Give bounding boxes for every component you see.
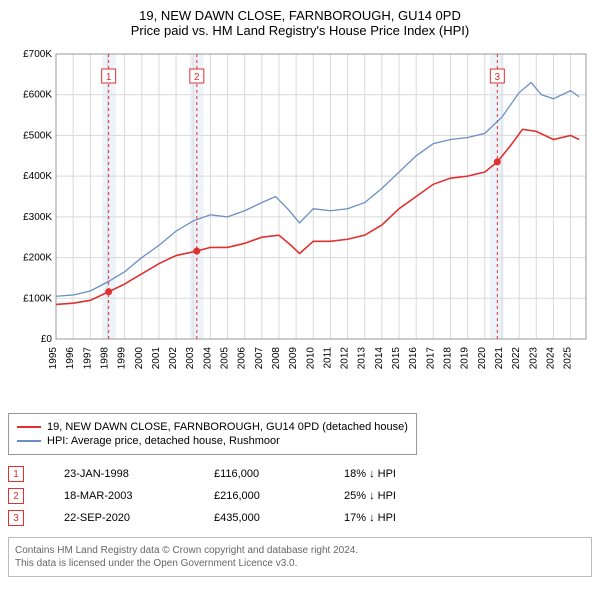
svg-text:1997: 1997 <box>82 347 93 370</box>
marker-price: £116,000 <box>214 468 304 480</box>
marker-row: 2 18-MAR-2003 £216,000 25% ↓ HPI <box>8 485 592 507</box>
svg-text:2025: 2025 <box>563 347 574 370</box>
svg-text:2000: 2000 <box>134 347 145 370</box>
markers-table: 1 23-JAN-1998 £116,000 18% ↓ HPI 2 18-MAR-200… <box>8 463 592 529</box>
marker-price: £216,000 <box>214 490 304 502</box>
legend-box: 19, NEW DAWN CLOSE, FARNBOROUGH, GU14 0P… <box>8 413 417 455</box>
svg-text:2018: 2018 <box>442 347 453 370</box>
svg-text:£700K: £700K <box>23 49 52 60</box>
svg-text:£400K: £400K <box>23 171 52 182</box>
legend-swatch <box>17 440 41 442</box>
svg-text:2004: 2004 <box>202 347 213 370</box>
svg-text:2019: 2019 <box>460 347 471 370</box>
attribution-line-1: Contains HM Land Registry data © Crown c… <box>15 544 585 557</box>
svg-text:1995: 1995 <box>48 347 59 370</box>
legend-row: HPI: Average price, detached house, Rush… <box>17 434 408 448</box>
svg-text:2001: 2001 <box>151 347 162 370</box>
legend-swatch <box>17 426 41 428</box>
marker-badge: 2 <box>8 488 24 504</box>
svg-text:2017: 2017 <box>425 347 436 370</box>
svg-text:£0: £0 <box>41 334 53 345</box>
marker-delta: 18% ↓ HPI <box>344 468 396 480</box>
chart-container: £0 £100K £200K £300K £400K £500K £600K £700K 199… <box>8 44 592 409</box>
marker-row: 1 23-JAN-1998 £116,000 18% ↓ HPI <box>8 463 592 485</box>
svg-text:£300K: £300K <box>23 212 52 223</box>
legend-label: 19, NEW DAWN CLOSE, FARNBOROUGH, GU14 0P… <box>47 421 408 433</box>
svg-text:2006: 2006 <box>237 347 248 370</box>
svg-text:2024: 2024 <box>545 347 556 370</box>
svg-text:2012: 2012 <box>340 347 351 370</box>
svg-text:£500K: £500K <box>23 130 52 141</box>
attribution-box: Contains HM Land Registry data © Crown c… <box>8 537 592 577</box>
svg-text:2020: 2020 <box>477 347 488 370</box>
svg-text:£100K: £100K <box>23 293 52 304</box>
svg-text:1999: 1999 <box>117 347 128 370</box>
marker-badge: 1 <box>8 466 24 482</box>
price-chart: £0 £100K £200K £300K £400K £500K £600K £700K 199… <box>8 44 592 404</box>
svg-text:2015: 2015 <box>391 347 402 370</box>
svg-text:2: 2 <box>194 72 200 83</box>
marker-date: 23-JAN-1998 <box>64 468 174 480</box>
svg-text:2023: 2023 <box>528 347 539 370</box>
svg-text:2016: 2016 <box>408 347 419 370</box>
marker-date: 18-MAR-2003 <box>64 490 174 502</box>
svg-text:2008: 2008 <box>271 347 282 370</box>
title-main: 19, NEW DAWN CLOSE, FARNBOROUGH, GU14 0P… <box>8 8 592 23</box>
svg-text:1: 1 <box>106 72 112 83</box>
svg-text:1996: 1996 <box>65 347 76 370</box>
svg-text:2003: 2003 <box>185 347 196 370</box>
svg-text:3: 3 <box>495 72 501 83</box>
marker-delta: 17% ↓ HPI <box>344 512 396 524</box>
svg-text:£200K: £200K <box>23 253 52 264</box>
svg-text:2014: 2014 <box>374 347 385 370</box>
title-sub: Price paid vs. HM Land Registry's House … <box>8 23 592 38</box>
svg-text:1998: 1998 <box>99 347 110 370</box>
legend-label: HPI: Average price, detached house, Rush… <box>47 435 280 447</box>
svg-text:£600K: £600K <box>23 90 52 101</box>
svg-text:2002: 2002 <box>168 347 179 370</box>
svg-text:2011: 2011 <box>322 347 333 369</box>
svg-text:2022: 2022 <box>511 347 522 370</box>
svg-text:2009: 2009 <box>288 347 299 370</box>
marker-delta: 25% ↓ HPI <box>344 490 396 502</box>
svg-text:2005: 2005 <box>220 347 231 370</box>
svg-text:2021: 2021 <box>494 347 505 370</box>
marker-row: 3 22-SEP-2020 £435,000 17% ↓ HPI <box>8 507 592 529</box>
marker-date: 22-SEP-2020 <box>64 512 174 524</box>
marker-badge: 3 <box>8 510 24 526</box>
svg-text:2013: 2013 <box>357 347 368 370</box>
svg-text:2007: 2007 <box>254 347 265 370</box>
legend-row: 19, NEW DAWN CLOSE, FARNBOROUGH, GU14 0P… <box>17 420 408 434</box>
attribution-line-2: This data is licensed under the Open Gov… <box>15 557 585 570</box>
svg-text:2010: 2010 <box>305 347 316 370</box>
marker-price: £435,000 <box>214 512 304 524</box>
